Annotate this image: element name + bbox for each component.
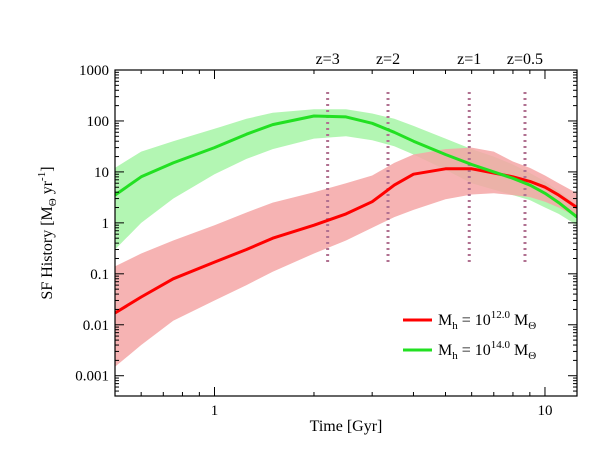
y-tick-label: 1000 [79,63,109,79]
y-tick-label: 1 [102,216,110,232]
median-lines [115,114,577,315]
x-tick-label: 10 [537,403,552,419]
y-tick-label: 0.001 [75,369,109,385]
y-tick-label: 0.1 [90,267,109,283]
y-tick-label: 0.01 [83,318,109,334]
legend-label-mh12: Mh = 1012.0 MΘ [438,309,536,332]
y-axis-label: SF History [MΘ yr-1] [36,166,59,299]
y-tick-label: 100 [87,114,110,130]
redshift-marker-label: z=3 [316,51,340,68]
redshift-marker-label: z=1 [457,51,481,68]
x-axis-label: Time [Gyr] [310,418,383,435]
x-tick-label: 1 [211,403,219,419]
line-mh12 [115,167,577,315]
band-mh14 [115,109,577,250]
legend-label-mh14: Mh = 1014.0 MΘ [438,339,536,362]
line-mh14 [115,114,577,219]
y-tick-label: 10 [94,165,109,181]
redshift-markers: z=3 z=2 z=1 z=0.5 [316,51,543,262]
redshift-marker-label: z=2 [376,51,400,68]
tick-labels: 0.001 0.01 0.1 1 10 100 1000 1 10 [75,63,552,419]
redshift-marker-label: z=0.5 [507,51,543,68]
plot-frame [114,69,578,397]
axis-ticks [114,69,577,397]
legend: Mh = 1012.0 MΘ Mh = 1014.0 MΘ [403,309,536,362]
band-mh12 [115,147,577,367]
uncertainty-bands [115,109,577,367]
